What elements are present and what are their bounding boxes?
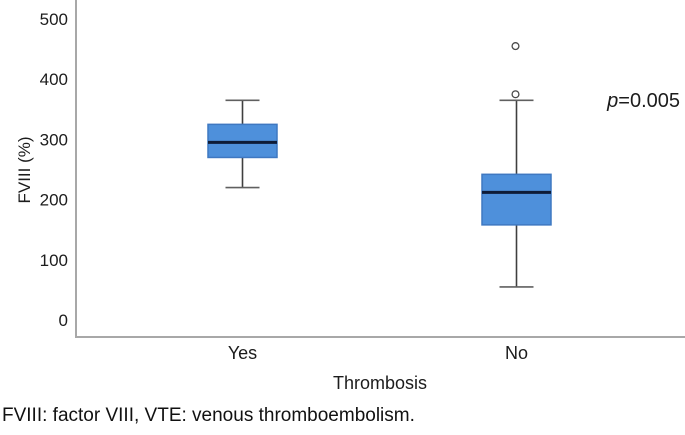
outlier-point (511, 42, 520, 51)
x-axis-title: Thrombosis (333, 373, 427, 393)
figure-caption: FVIII: factor VIII, VTE: venous thromboe… (2, 405, 415, 426)
x-category-label: No (505, 343, 528, 363)
x-category-label: Yes (228, 343, 257, 363)
y-tick-label: 200 (40, 191, 68, 210)
boxplot-chart: 0 100 200 300 400 500 FVIII (%) Yes No Thrombosis (15, 0, 685, 393)
iqr-box (207, 123, 278, 159)
outlier-point (511, 90, 520, 99)
y-tick-label: 0 (59, 311, 68, 330)
y-axis-title: FVIII (%) (15, 136, 34, 203)
y-tick-label: 400 (40, 70, 68, 89)
p-value-text: =0.005 (618, 90, 680, 112)
iqr-box (481, 173, 552, 226)
p-value-annotation: p=0.005 (607, 90, 680, 113)
y-tick-label: 100 (40, 251, 68, 270)
y-tick-label: 300 (40, 130, 68, 149)
y-tick-label: 500 (40, 10, 68, 29)
p-symbol: p (607, 90, 619, 112)
